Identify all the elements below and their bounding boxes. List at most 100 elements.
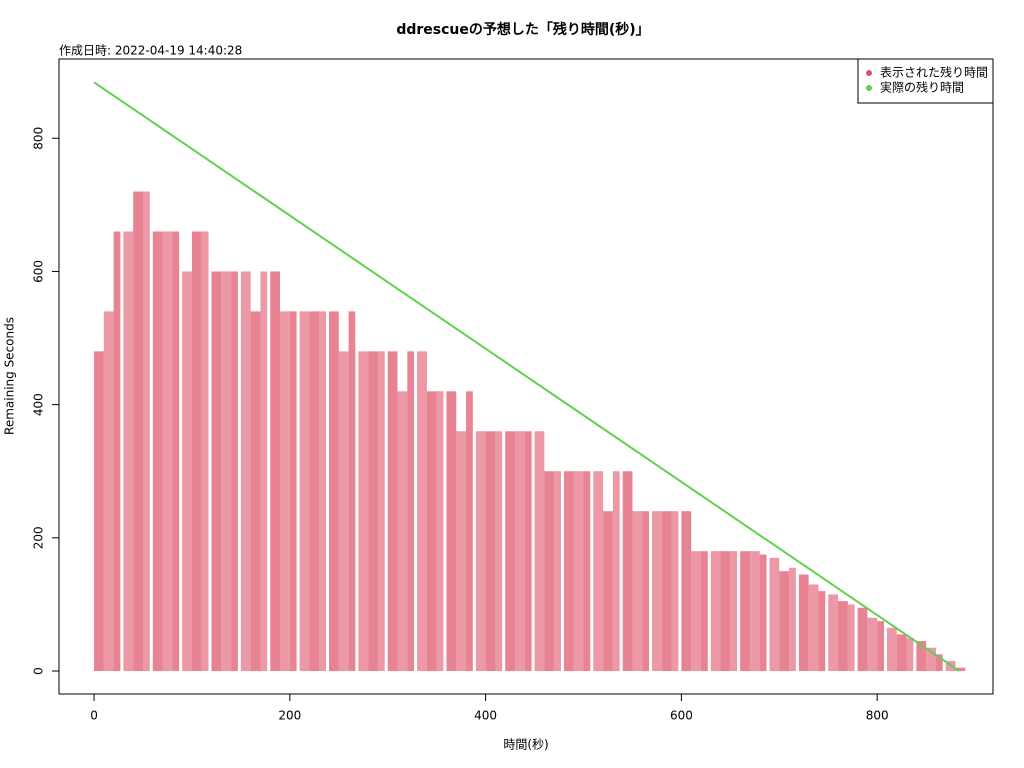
bar [466, 391, 473, 672]
x-tick-label: 400 [474, 709, 497, 723]
bar [162, 231, 173, 672]
legend-swatch [866, 85, 872, 91]
bar [358, 351, 369, 672]
bar [103, 311, 114, 672]
bar [896, 634, 907, 672]
legend-swatch [866, 70, 872, 76]
plot-area [93, 81, 966, 672]
bar [935, 654, 943, 672]
bar [573, 471, 584, 672]
bar [328, 311, 339, 672]
bar [857, 607, 868, 672]
bar [563, 471, 574, 672]
bar [456, 431, 467, 672]
bar [319, 311, 326, 672]
bar [730, 551, 738, 672]
bar [436, 391, 444, 672]
y-tick-label: 400 [32, 393, 46, 416]
bar [681, 511, 692, 672]
bar [123, 231, 134, 672]
bar [593, 471, 604, 672]
bar [906, 637, 914, 672]
bar [720, 551, 731, 672]
bar [749, 551, 760, 672]
bar [798, 574, 809, 672]
bar [612, 471, 620, 672]
bar [886, 627, 897, 672]
bar [113, 231, 121, 672]
bar [710, 551, 721, 672]
plot-frame [58, 58, 994, 695]
bar [397, 391, 408, 672]
legend-box [857, 58, 994, 104]
bar [632, 511, 643, 672]
bar [505, 431, 515, 672]
bar [847, 604, 855, 672]
y-tick-label: 0 [32, 667, 46, 675]
bar [338, 351, 349, 672]
x-tick-label: 200 [278, 709, 301, 723]
line [93, 81, 960, 672]
bar [407, 351, 415, 672]
x-tick-label: 0 [90, 709, 98, 723]
bar [152, 231, 163, 672]
bar [838, 601, 848, 672]
bar [387, 351, 398, 672]
bar [828, 594, 839, 672]
bar [916, 641, 927, 672]
bar [867, 617, 878, 672]
bar [603, 511, 613, 672]
bar [280, 311, 290, 672]
bar [142, 191, 150, 672]
bar [426, 391, 437, 672]
y-tick-label: 600 [32, 260, 46, 283]
bar [671, 511, 679, 672]
bar [544, 471, 555, 672]
chart-subtitle: 作成日時: 2022-04-19 14:40:28 [59, 44, 242, 58]
bar [240, 271, 251, 672]
bar [250, 311, 261, 672]
y-tick-label: 800 [32, 127, 46, 150]
bar [495, 431, 503, 672]
bar [652, 511, 662, 672]
bar [877, 621, 884, 672]
bar [514, 431, 525, 672]
bar [583, 471, 591, 672]
bar [759, 554, 767, 672]
x-axis-label: 時間(秒) [503, 738, 548, 752]
bar [309, 311, 320, 672]
bar [808, 584, 819, 672]
bar [191, 231, 202, 672]
bar [740, 551, 750, 672]
bar [534, 431, 545, 672]
bar [260, 271, 268, 672]
bar [554, 471, 561, 672]
bar [348, 311, 356, 672]
legend-label: 実際の残り時間 [880, 80, 964, 95]
x-tick-label: 600 [670, 709, 693, 723]
bar [818, 591, 826, 672]
bar [289, 311, 297, 672]
bar [133, 191, 143, 672]
bar [377, 351, 385, 672]
bar [417, 351, 427, 672]
bar [201, 231, 209, 672]
bar [94, 351, 104, 672]
y-axis-label: Remaining Seconds [3, 317, 17, 435]
bar [691, 551, 701, 672]
legend-label: 表示された残り時間 [880, 66, 988, 80]
bar [270, 271, 281, 672]
bar [700, 551, 708, 672]
bar [661, 511, 672, 672]
bar [368, 351, 378, 672]
bar [299, 311, 310, 672]
bar [524, 431, 532, 672]
bar [779, 571, 790, 672]
bar [769, 557, 780, 672]
bar [182, 271, 192, 672]
bar [231, 271, 238, 672]
x-tick-label: 800 [866, 709, 889, 723]
bar [172, 231, 180, 672]
